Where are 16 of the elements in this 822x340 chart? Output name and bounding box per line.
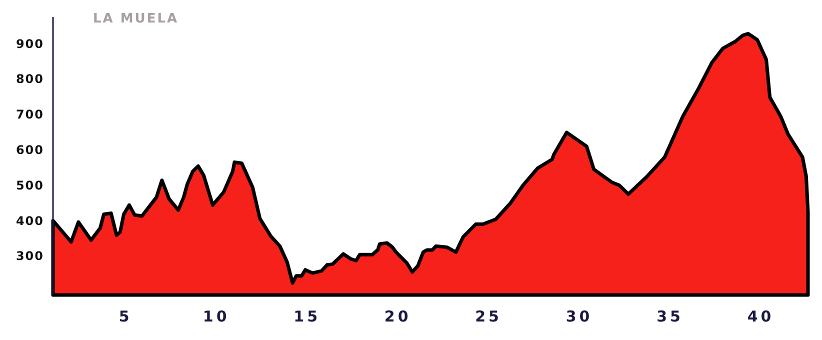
y-tick-label: 600 [16, 143, 44, 158]
x-tick-label: 25 [475, 307, 502, 326]
y-tick-label: 300 [16, 249, 44, 264]
x-tick-label: 40 [747, 307, 774, 326]
y-tick-label: 500 [16, 178, 44, 192]
y-tick-label: 800 [16, 72, 44, 86]
chart-title: LA MUELA [93, 12, 179, 27]
x-tick-label: 15 [294, 307, 321, 326]
y-tick-label: 400 [16, 214, 44, 228]
x-tick-label: 35 [656, 307, 684, 326]
x-tick-label: 20 [384, 307, 412, 326]
x-tick-label: 5 [118, 307, 132, 326]
y-tick-label: 900 [16, 36, 44, 51]
x-tick-label: 10 [202, 307, 230, 326]
x-tick-label: 30 [566, 307, 593, 326]
y-tick-label: 700 [16, 108, 44, 122]
